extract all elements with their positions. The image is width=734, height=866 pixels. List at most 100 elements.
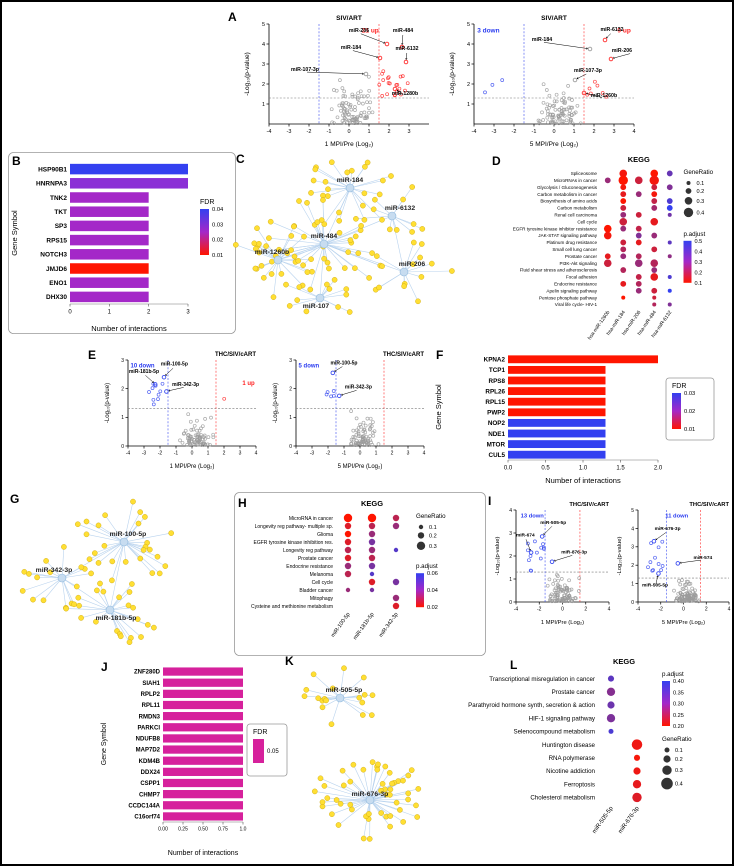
svg-text:RPL26: RPL26 — [485, 388, 505, 395]
dot — [368, 530, 376, 538]
bar — [70, 163, 188, 175]
dot — [618, 175, 628, 186]
gene-node — [378, 787, 384, 794]
svg-text:miR-505-5p: miR-505-5p — [642, 582, 668, 588]
bar — [163, 778, 243, 788]
data-point — [545, 109, 550, 114]
svg-text:Prostate cancer: Prostate cancer — [298, 556, 333, 562]
svg-text:Parathyroid hormone synth, sec: Parathyroid hormone synth, secretion & a… — [468, 702, 595, 709]
dot — [607, 675, 615, 682]
svg-text:Nicotine addiction: Nicotine addiction — [546, 768, 595, 775]
svg-text:-2: -2 — [307, 129, 312, 135]
gene-node — [415, 786, 422, 792]
bar — [163, 790, 243, 799]
data-point — [349, 441, 354, 446]
dot — [368, 554, 376, 562]
gene-node — [347, 801, 354, 808]
gene-node — [140, 547, 147, 553]
volcano-plot-area: -4 -3 -2 -1 0 1 2 3 4 1 2 3 4 5 5 MPI/Pre (Log₂) -Log₁₀… — [449, 15, 636, 148]
svg-text:2.0: 2.0 — [654, 466, 663, 472]
gene-node — [109, 558, 116, 565]
data-point — [528, 568, 533, 573]
svg-text:3: 3 — [121, 358, 124, 364]
data-point — [368, 434, 372, 438]
bar — [163, 689, 243, 698]
mirna-hub-node — [387, 211, 397, 221]
dot — [603, 231, 612, 240]
svg-text:-2: -2 — [537, 607, 542, 613]
svg-text:1: 1 — [108, 310, 112, 316]
dot — [620, 198, 627, 204]
svg-text:0.1: 0.1 — [697, 181, 705, 187]
data-point — [186, 412, 191, 417]
dot — [620, 184, 627, 191]
gene-node — [397, 807, 403, 813]
svg-text:0.50: 0.50 — [198, 827, 208, 833]
mirna-hub-node — [319, 239, 329, 249]
svg-text:Longevity reg pathway: Longevity reg pathway — [283, 548, 334, 554]
labeled-data-point — [549, 559, 555, 565]
data-point — [343, 110, 348, 115]
network-area: miR-100-5p miR-342-3p miR-181b-5p — [19, 498, 174, 645]
data-point — [339, 108, 343, 113]
svg-text:miR-184: miR-184 — [532, 37, 552, 43]
data-point — [352, 121, 357, 126]
svg-text:-4: -4 — [472, 129, 477, 135]
labeled-data-point — [581, 90, 587, 96]
gene-node — [130, 498, 136, 505]
gene-node — [251, 240, 258, 247]
data-point — [160, 381, 165, 386]
svg-text:1: 1 — [289, 415, 292, 421]
gene-node — [310, 671, 317, 678]
dot — [635, 239, 642, 246]
gene-node — [101, 543, 108, 549]
svg-text:11 down: 11 down — [665, 514, 688, 520]
data-point — [341, 104, 345, 109]
data-point — [697, 598, 702, 603]
data-point — [573, 595, 578, 600]
data-point — [564, 118, 569, 123]
svg-text:2: 2 — [147, 310, 151, 316]
svg-text:-3: -3 — [492, 129, 497, 135]
network-edges — [235, 162, 452, 313]
gene-node — [252, 246, 259, 252]
data-point — [351, 428, 356, 433]
bar — [508, 376, 606, 385]
svg-text:miR-1260b: miR-1260b — [255, 249, 289, 256]
svg-text:miR-484: miR-484 — [393, 28, 413, 34]
gene-node — [339, 767, 346, 774]
data-point — [558, 584, 562, 589]
data-point — [551, 104, 555, 108]
dot — [344, 522, 352, 530]
data-point — [345, 108, 350, 113]
data-point — [189, 428, 194, 432]
data-point — [569, 112, 574, 117]
data-point — [342, 89, 347, 94]
labeled-data-point — [399, 44, 405, 50]
svg-text:4: 4 — [423, 451, 426, 457]
gene-node — [329, 159, 335, 166]
bar — [163, 678, 243, 687]
dot — [651, 198, 658, 204]
data-point — [354, 432, 359, 437]
dot — [604, 253, 611, 260]
data-point — [573, 110, 578, 115]
dot — [667, 288, 672, 293]
gene-node — [126, 639, 133, 645]
dot — [649, 175, 659, 186]
data-point — [205, 442, 210, 447]
labeled-data-point — [330, 370, 336, 376]
gene-node — [333, 797, 340, 803]
gene-node — [83, 518, 90, 525]
data-point — [371, 420, 375, 424]
gene-node — [130, 604, 136, 611]
gene-node — [168, 530, 174, 536]
data-point — [370, 443, 375, 447]
gene-node — [449, 268, 455, 274]
gene-node — [324, 281, 330, 288]
dot — [392, 522, 400, 530]
svg-text:miR-484: miR-484 — [311, 233, 338, 240]
svg-text:miR-100-5p: miR-100-5p — [331, 360, 358, 366]
svg-text:1: 1 — [207, 451, 210, 457]
gene-node — [74, 583, 80, 590]
